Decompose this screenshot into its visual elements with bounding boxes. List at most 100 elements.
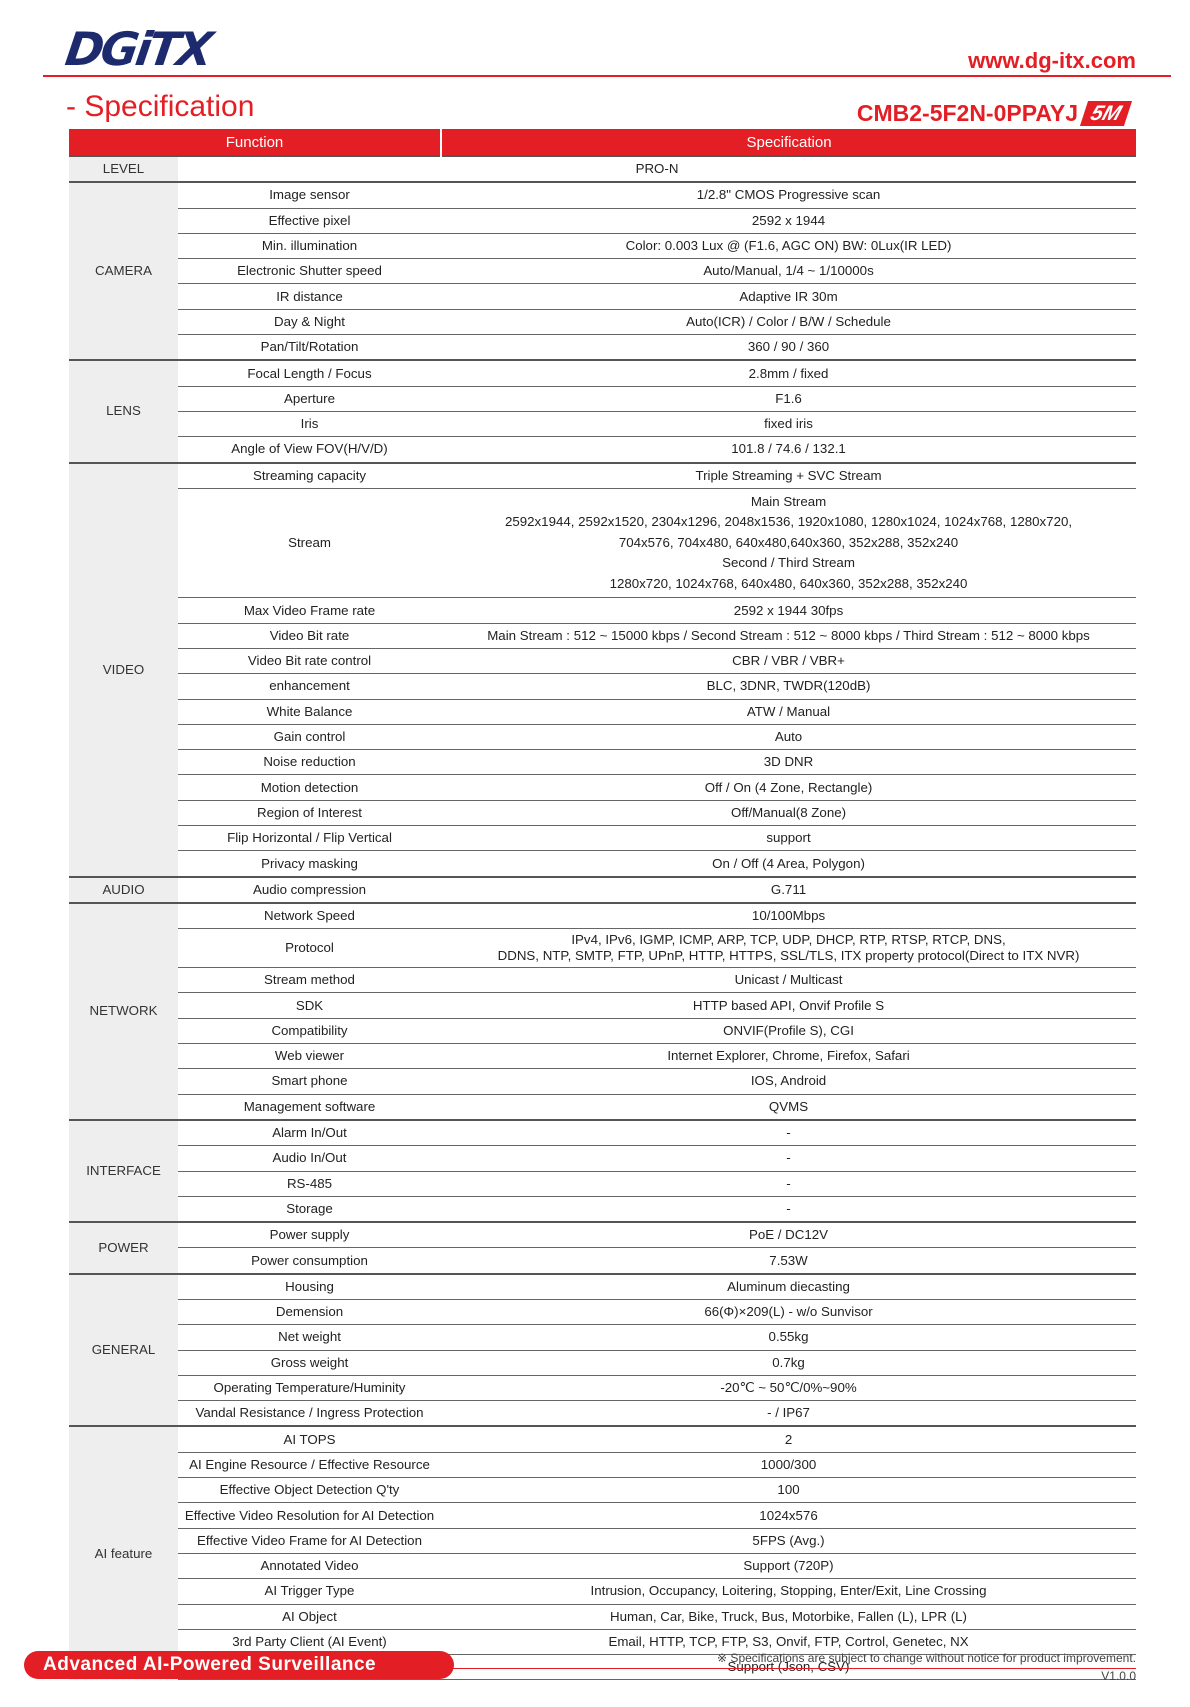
spec-value: QVMS bbox=[441, 1094, 1137, 1121]
value-line: Internet Explorer, Chrome, Firefox, Safa… bbox=[667, 1048, 910, 1064]
value-line: - bbox=[786, 1150, 791, 1166]
value-line: Email, HTTP, TCP, FTP, S3, Onvif, FTP, C… bbox=[608, 1634, 969, 1650]
spec-row: AI feature AI TOPS 2 bbox=[69, 1425, 1137, 1680]
value-line: 1/2.8" CMOS Progressive scan bbox=[696, 187, 881, 203]
value-line: 360 / 90 / 360 bbox=[747, 339, 830, 355]
spec-label: Angle of View FOV(H/V/D) bbox=[178, 436, 442, 464]
spec-row: Smart phone IOS, Android bbox=[69, 1068, 1137, 1095]
value-line: Human, Car, Bike, Truck, Bus, Motorbike,… bbox=[610, 1608, 967, 1624]
spec-label: Focal Length / Focus bbox=[178, 359, 442, 387]
spec-value: Auto(ICR) / Color / B/W / Schedule bbox=[441, 309, 1137, 336]
spec-row: LENS Focal Length / Focus 2.8mm / fixed bbox=[69, 359, 1137, 463]
spec-value: - bbox=[441, 1145, 1137, 1172]
spec-row: Noise reduction 3D DNR bbox=[69, 749, 1137, 776]
spec-value: support bbox=[441, 825, 1137, 852]
spec-label: Region of Interest bbox=[178, 800, 442, 827]
spec-row: POWER Power supply PoE / DC12V bbox=[69, 1221, 1137, 1274]
spec-label: Annotated Video bbox=[178, 1553, 442, 1580]
spec-row: White Balance ATW / Manual bbox=[69, 699, 1137, 725]
spec-value: PoE / DC12V bbox=[441, 1221, 1137, 1249]
value-line: fixed iris bbox=[764, 416, 813, 432]
group-name: CAMERA bbox=[69, 181, 178, 361]
spec-label: Video Bit rate bbox=[178, 623, 442, 649]
value-line: PRO-N bbox=[635, 161, 679, 177]
spec-label: Aperture bbox=[178, 386, 442, 412]
value-line: Aluminum diecasting bbox=[727, 1278, 850, 1294]
spec-value: Human, Car, Bike, Truck, Bus, Motorbike,… bbox=[441, 1604, 1137, 1630]
spec-value: - bbox=[441, 1118, 1137, 1147]
spec-value: F1.6 bbox=[441, 386, 1137, 412]
value-line: 7.53W bbox=[769, 1252, 808, 1268]
spec-label: Housing bbox=[178, 1272, 442, 1300]
spec-label: Audio In/Out bbox=[178, 1145, 442, 1172]
value-line: Off/Manual(8 Zone) bbox=[730, 804, 847, 820]
spec-row: LEVEL PRO-N bbox=[69, 154, 1137, 183]
spec-row: Pan/Tilt/Rotation 360 / 90 / 360 bbox=[69, 334, 1137, 361]
spec-row: Compatibility ONVIF(Profile S), CGI bbox=[69, 1018, 1137, 1045]
spec-value: - bbox=[441, 1196, 1137, 1223]
spec-label: Gross weight bbox=[178, 1350, 442, 1376]
spec-label: AI Trigger Type bbox=[178, 1578, 442, 1605]
spec-value: Intrusion, Occupancy, Loitering, Stoppin… bbox=[441, 1578, 1137, 1605]
disclaimer: ※ Specifications are subject to change w… bbox=[717, 1651, 1136, 1665]
spec-value: BLC, 3DNR, TWDR(120dB) bbox=[441, 673, 1137, 700]
spec-row: AI Trigger Type Intrusion, Occupancy, Loi… bbox=[69, 1578, 1137, 1605]
spec-row: NETWORK Network Speed 10/100Mbps bbox=[69, 901, 1137, 1120]
value-line: DDNS, NTP, SMTP, FTP, UPnP, HTTP, HTTPS,… bbox=[497, 948, 1080, 964]
version: V1.0.0 bbox=[1101, 1669, 1136, 1683]
value-line: Color: 0.003 Lux @ (F1.6, AGC ON) BW: 0L… bbox=[625, 238, 952, 254]
value-line: 10/100Mbps bbox=[751, 908, 826, 924]
value-line: 1024x576 bbox=[759, 1507, 818, 1523]
spec-label: Effective Object Detection Q'ty bbox=[178, 1477, 442, 1504]
spec-label: Smart phone bbox=[178, 1068, 442, 1095]
value-line: 5FPS (Avg.) bbox=[752, 1532, 825, 1548]
spec-row: Storage - bbox=[69, 1196, 1137, 1223]
spec-label: Privacy masking bbox=[178, 850, 442, 878]
model-name: CMB2-5F2N-0PPAYJ bbox=[856, 100, 1078, 126]
spec-label: Operating Temperature/Huminity bbox=[178, 1375, 442, 1402]
spec-label: Image sensor bbox=[178, 181, 442, 209]
spec-value: fixed iris bbox=[441, 411, 1137, 438]
spec-value: G.711 bbox=[441, 875, 1137, 904]
spec-row: Iris fixed iris bbox=[69, 411, 1137, 438]
value-line: 2 bbox=[784, 1431, 793, 1447]
spec-value: 5FPS (Avg.) bbox=[441, 1528, 1137, 1554]
spec-label: Min. illumination bbox=[178, 233, 442, 260]
value-line: - bbox=[786, 1175, 791, 1191]
value-line: 1000/300 bbox=[760, 1456, 817, 1472]
spec-row: Flip Horizontal / Flip Vertical support bbox=[69, 825, 1137, 852]
spec-label: Demension bbox=[178, 1299, 442, 1326]
spec-label: SDK bbox=[178, 992, 442, 1019]
spec-row: Stream Main Stream 2592x1944, 2592x1520, 2… bbox=[69, 488, 1137, 599]
logo: DGiTX bbox=[62, 22, 214, 76]
spec-value: 2592 x 1944 30fps bbox=[441, 597, 1137, 624]
spec-label: Protocol bbox=[178, 928, 442, 969]
spec-row: Day & Night Auto(ICR) / Color / B/W / Sch… bbox=[69, 309, 1137, 336]
value-line: PoE / DC12V bbox=[748, 1227, 829, 1243]
spec-value: 0.7kg bbox=[441, 1350, 1137, 1376]
value-line: BLC, 3DNR, TWDR(120dB) bbox=[706, 678, 871, 694]
spec-value: 1024x576 bbox=[441, 1502, 1137, 1529]
spec-value: 2.8mm / fixed bbox=[441, 359, 1137, 387]
spec-table: Function Specification LEVEL PRO-N CAMERA I… bbox=[69, 129, 1137, 1681]
spec-row: Gain control Auto bbox=[69, 724, 1137, 751]
spec-value: Aluminum diecasting bbox=[441, 1272, 1137, 1300]
spec-value: Support (Json, CSV) bbox=[441, 1654, 1137, 1681]
spec-row: Demension 66(Φ)×209(L) - w/o Sunvisor bbox=[69, 1299, 1137, 1326]
spec-row: Region of Interest Off/Manual(8 Zone) bbox=[69, 800, 1137, 827]
group-name: LENS bbox=[69, 359, 178, 463]
value-line: Intrusion, Occupancy, Loitering, Stoppin… bbox=[590, 1583, 987, 1599]
value-line: 3D DNR bbox=[763, 754, 814, 770]
value-line: Support (720P) bbox=[743, 1558, 834, 1574]
spec-row: Protocol IPv4, IPv6, IGMP, ICMP, ARP, TCP… bbox=[69, 928, 1137, 969]
spec-label: Stream bbox=[178, 488, 442, 599]
spec-value: - bbox=[441, 1171, 1137, 1197]
spec-label: Motion detection bbox=[178, 774, 442, 801]
value-line: -20℃ ~ 50℃/0%~90% bbox=[720, 1380, 857, 1396]
spec-label: Storage bbox=[178, 1196, 442, 1223]
spec-label: Flip Horizontal / Flip Vertical bbox=[178, 825, 442, 852]
spec-row: Aperture F1.6 bbox=[69, 386, 1137, 412]
spec-row: SDK HTTP based API, Onvif Profile S bbox=[69, 992, 1137, 1019]
spec-value: Auto bbox=[441, 724, 1137, 751]
spec-row: Effective Video Frame for AI Detection 5F… bbox=[69, 1528, 1137, 1554]
